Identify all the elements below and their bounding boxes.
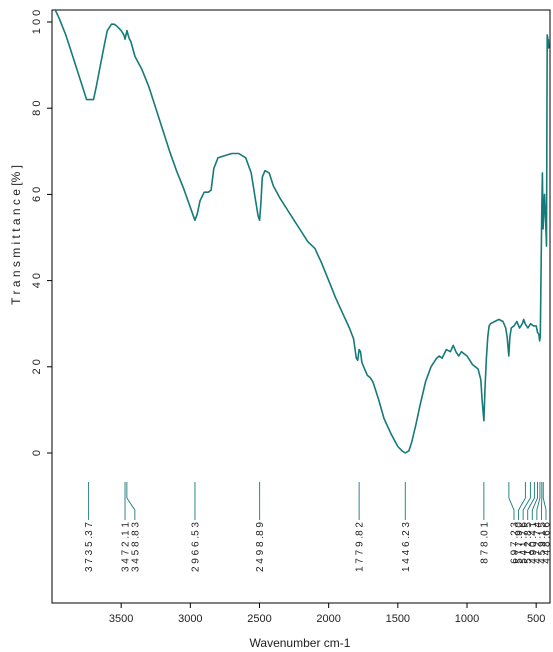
x-tick-label: 3000 <box>178 613 202 625</box>
y-tick-label: 1 0 0 <box>31 10 43 34</box>
x-tick-label: 1500 <box>386 613 410 625</box>
peak-annotations: 3 7 3 5 .3 7 3 4 7 2 .1 13 4 5 8 .8 3 2 9 … <box>84 482 553 572</box>
spectrum-series <box>54 8 551 454</box>
y-tick-label: 6 0 <box>31 187 43 202</box>
peak-label: 3 7 3 5 .3 7 <box>84 522 95 572</box>
peak-marker-line <box>508 482 515 520</box>
x-tick-label: 500 <box>527 613 545 625</box>
peak-label: 4 4 8 .6 6 <box>542 522 553 564</box>
peak-label: 3 4 7 2 .1 1 <box>121 522 132 572</box>
y-tick-label: 2 0 <box>31 359 43 374</box>
peak-marker-line <box>522 482 531 520</box>
y-tick-label: 0 <box>31 450 43 456</box>
x-tick-label: 2500 <box>247 613 271 625</box>
peak-label: 2 9 6 6 .5 3 <box>190 522 201 572</box>
peak-marker-line <box>527 482 535 520</box>
peak-marker-line <box>531 482 538 520</box>
peak-marker-line <box>518 482 526 520</box>
peak-label: 5 7 7 .9 0 <box>514 522 525 564</box>
peak-label: 1 7 7 9 .8 2 <box>355 522 366 572</box>
peak-marker-line <box>542 482 547 520</box>
y-tick-label: 8 0 <box>31 101 43 116</box>
spectrum-line <box>54 8 551 454</box>
x-tick-label: 3500 <box>109 613 133 625</box>
peak-label: 5 4 1 .7 6 <box>519 522 530 564</box>
x-tick-label: 1000 <box>455 613 479 625</box>
peak-label: 4 7 2 .7 4 <box>532 522 543 564</box>
peak-label: 1 4 4 6 .2 3 <box>401 522 412 572</box>
x-tick-label: 2000 <box>316 613 340 625</box>
axes: 3500 3000 2500 2000 1500 1000 500 0 2 0 4 0 6 0 8 0… <box>31 9 551 625</box>
peak-label: 4 9 0 .4 1 <box>528 522 539 564</box>
x-axis-label: Wavenumber cm-1 <box>250 636 351 650</box>
peak-marker-line <box>126 482 136 520</box>
peak-label: 5 1 2 .8 5 <box>523 522 534 564</box>
peak-label: 6 9 7 .2 3 <box>510 522 521 564</box>
peak-label: 3 4 5 8 .8 3 <box>130 522 141 572</box>
peak-label: 2 4 9 8 .8 9 <box>255 522 266 572</box>
y-axis-label: T r a n s m i t t a n c e [% ] <box>9 165 23 305</box>
plot-frame <box>51 9 551 604</box>
peak-marker-line <box>536 482 541 520</box>
peak-label: 8 7 8 .0 1 <box>479 522 490 564</box>
y-tick-label: 4 0 <box>31 273 43 288</box>
peak-label: 4 5 9 .1 5 <box>537 522 548 564</box>
